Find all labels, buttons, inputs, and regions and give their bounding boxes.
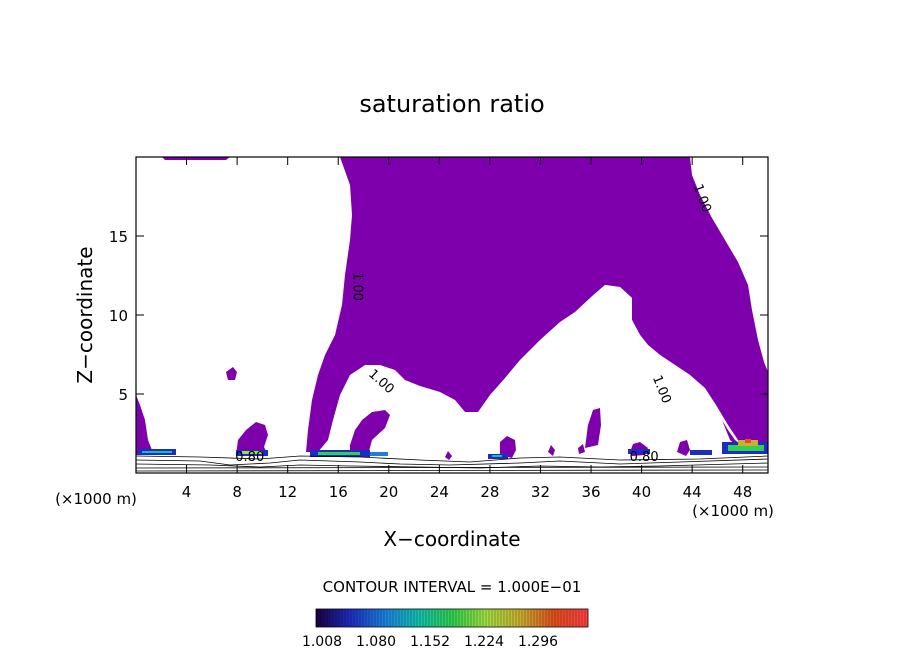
subsaturated-notch bbox=[588, 285, 690, 380]
x-tick-label: 48 bbox=[733, 483, 752, 501]
chart-title: saturation ratio bbox=[359, 90, 544, 118]
y-tick-label: 15 bbox=[109, 228, 128, 246]
x-tick-label: 16 bbox=[329, 483, 348, 501]
colorbar-label: 1.296 bbox=[518, 634, 558, 650]
supersaturated-island-9 bbox=[445, 451, 452, 460]
x-tick-label: 4 bbox=[182, 483, 192, 501]
contour-label: 0.80 bbox=[630, 450, 659, 465]
supersaturated-lobe-3 bbox=[350, 410, 390, 455]
colorbar-label: 1.152 bbox=[410, 634, 450, 650]
colorbar bbox=[315, 608, 589, 628]
supersaturated-lobe-2 bbox=[236, 422, 268, 455]
supersaturated-island-1 bbox=[226, 367, 237, 380]
supersaturated-lobe-left bbox=[136, 395, 176, 455]
supersaturated-island-7 bbox=[677, 440, 690, 456]
x-tick-label: 40 bbox=[632, 483, 651, 501]
contour-interval-note: CONTOUR INTERVAL = 1.000E−01 bbox=[323, 578, 582, 596]
x-tick-label: 44 bbox=[683, 483, 702, 501]
contour-label: 1.00 bbox=[365, 367, 397, 398]
colorbar-labels: 1.008 1.080 1.152 1.224 1.296 bbox=[302, 634, 558, 650]
x-tick-label: 12 bbox=[278, 483, 297, 501]
colorbar-stripes bbox=[317, 610, 586, 626]
supersaturated-region-main bbox=[306, 157, 768, 452]
y-axis: 5 10 15 bbox=[109, 228, 768, 404]
x-axis: 4 8 12 16 20 24 28 32 36 40 44 48 bbox=[182, 157, 752, 501]
x-axis-label: X−coordinate bbox=[383, 527, 520, 551]
high-saturation-patches bbox=[138, 439, 768, 459]
x-tick-label: 36 bbox=[581, 483, 600, 501]
x-tick-label: 8 bbox=[232, 483, 242, 501]
supersaturated-strip-top-left bbox=[162, 157, 230, 160]
plot-area bbox=[136, 157, 768, 472]
x-unit-right: (×1000 m) bbox=[692, 502, 774, 520]
supersaturated-lobe-4 bbox=[500, 436, 516, 458]
supersaturated-island-8 bbox=[548, 445, 555, 456]
y-tick-label: 10 bbox=[109, 307, 128, 325]
x-tick-label: 28 bbox=[480, 483, 499, 501]
supersaturated-island-10 bbox=[578, 444, 585, 454]
x-tick-label: 24 bbox=[430, 483, 449, 501]
supersaturated-lobe-5 bbox=[585, 408, 601, 448]
colorbar-label: 1.224 bbox=[464, 634, 504, 650]
surface-contour-lines bbox=[136, 455, 768, 472]
colorbar-label: 1.080 bbox=[356, 634, 396, 650]
y-tick-label: 5 bbox=[118, 386, 128, 404]
contour-label: 1.00 bbox=[649, 373, 674, 405]
x-tick-label: 32 bbox=[531, 483, 550, 501]
contour-label: 1.00 bbox=[349, 272, 364, 301]
contour-label: 0.80 bbox=[235, 450, 264, 465]
x-unit-left: (×1000 m) bbox=[55, 490, 137, 508]
y-axis-label: Z−coordinate bbox=[73, 246, 97, 383]
colorbar-label: 1.008 bbox=[302, 634, 342, 650]
x-tick-label: 20 bbox=[379, 483, 398, 501]
